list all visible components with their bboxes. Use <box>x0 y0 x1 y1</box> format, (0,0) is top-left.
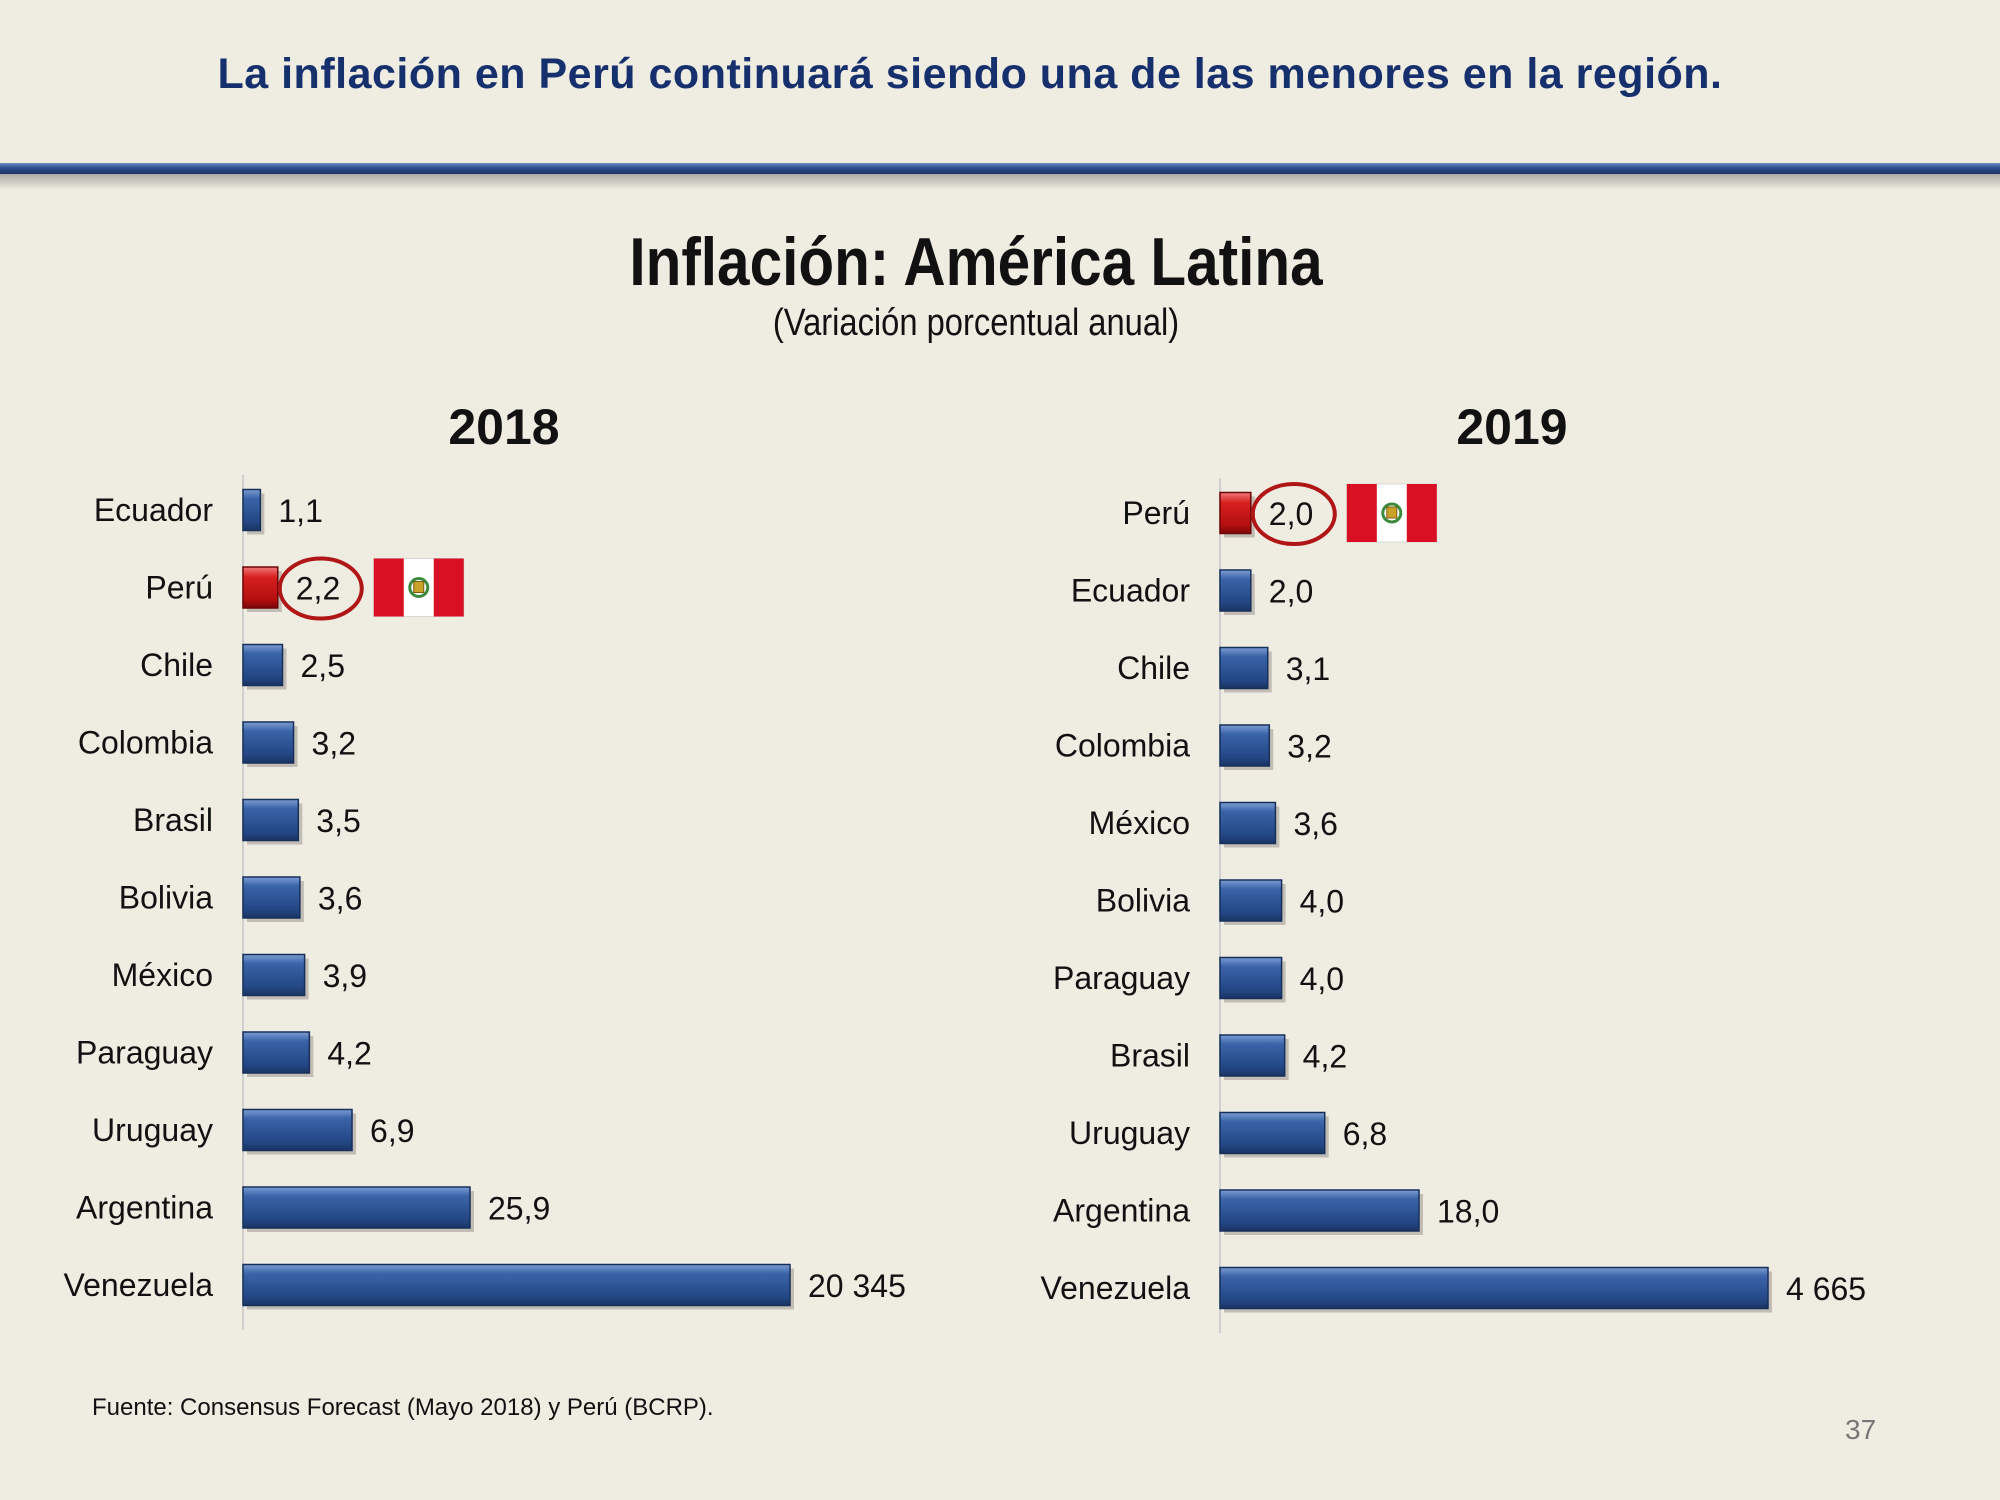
peru-flag-icon <box>373 558 465 617</box>
category-label-mexico: México <box>112 957 213 993</box>
bar-ecuador <box>1219 569 1252 612</box>
bar-peru <box>242 566 279 609</box>
bar-colombia <box>242 721 295 764</box>
highlight-circle <box>1250 482 1337 546</box>
value-label-uruguay: 6,8 <box>1343 1116 1387 1152</box>
bar-paraguay <box>242 1031 311 1074</box>
bar-uruguay <box>1219 1111 1326 1155</box>
header-divider-shadow <box>0 174 2000 190</box>
category-label-bolivia: Bolivia <box>119 880 213 916</box>
bar-colombia <box>1219 724 1271 767</box>
bar-argentina <box>1219 1189 1420 1232</box>
header-divider <box>0 163 2000 174</box>
chart-subtitle: (Variación porcentual anual) <box>772 302 1180 344</box>
category-label-bolivia: Bolivia <box>1096 883 1190 919</box>
value-label-argentina: 18,0 <box>1437 1194 1499 1230</box>
bar-uruguay <box>242 1108 353 1152</box>
value-label-brasil: 3,5 <box>316 803 360 839</box>
page-number: 37 <box>1845 1414 1877 1445</box>
bar-peru <box>1219 491 1252 535</box>
chart-panel-2018: Ecuador 1,1 Perú 2,2 Chile 2,5 Colombia 3,2 Bras… <box>64 475 906 1330</box>
chart-title: Inflación: América Latina <box>629 224 1323 300</box>
value-label-venezuela: 4 665 <box>1786 1271 1866 1307</box>
value-label-uruguay: 6,9 <box>370 1113 414 1149</box>
category-label-brasil: Brasil <box>1110 1038 1190 1074</box>
value-label-peru: 2,2 <box>296 571 340 607</box>
highlight-circle <box>277 556 364 621</box>
category-label-argentina: Argentina <box>76 1190 213 1226</box>
category-label-mexico: México <box>1089 805 1190 841</box>
panel-2018-title: 2018 <box>448 399 560 455</box>
value-label-venezuela: 20 345 <box>808 1268 906 1304</box>
category-label-ecuador: Ecuador <box>94 492 214 528</box>
category-label-peru: Perú <box>1122 495 1190 531</box>
category-label-colombia: Colombia <box>1055 728 1190 764</box>
bar-mexico <box>242 953 306 997</box>
value-label-bolivia: 3,6 <box>318 881 362 917</box>
value-label-brasil: 4,2 <box>1303 1039 1347 1075</box>
bar-chile <box>1219 646 1269 690</box>
value-label-colombia: 3,2 <box>1287 729 1331 765</box>
value-label-paraguay: 4,0 <box>1300 961 1344 997</box>
category-label-chile: Chile <box>1117 650 1190 686</box>
value-label-bolivia: 4,0 <box>1300 884 1344 920</box>
category-label-venezuela: Venezuela <box>64 1267 214 1303</box>
value-label-argentina: 25,9 <box>488 1191 550 1227</box>
bar-brasil <box>242 798 300 842</box>
category-label-paraguay: Paraguay <box>1053 960 1190 996</box>
value-label-mexico: 3,6 <box>1293 806 1337 842</box>
chart-panel-2019: Perú 2,0 Ecuador 2,0 Chile 3,1 Colombia 3,2 Méxi… <box>1041 478 1866 1333</box>
bar-argentina <box>242 1186 471 1229</box>
bar-chile <box>242 643 284 687</box>
category-label-venezuela: Venezuela <box>1041 1270 1191 1306</box>
peru-flag-icon <box>1346 483 1438 543</box>
value-label-ecuador: 1,1 <box>278 493 322 529</box>
category-label-chile: Chile <box>140 647 213 683</box>
bar-brasil <box>1219 1034 1286 1077</box>
bar-paraguay <box>1219 956 1283 1000</box>
value-label-chile: 2,5 <box>301 648 345 684</box>
bar-bolivia <box>1219 879 1283 922</box>
slide-headline: La inflación en Perú continuará siendo u… <box>217 50 1723 98</box>
category-label-argentina: Argentina <box>1053 1193 1190 1229</box>
bar-venezuela <box>1219 1266 1769 1310</box>
source-note: Fuente: Consensus Forecast (Mayo 2018) y… <box>92 1394 714 1421</box>
category-label-ecuador: Ecuador <box>1071 573 1191 609</box>
value-label-chile: 3,1 <box>1286 651 1330 687</box>
value-label-ecuador: 2,0 <box>1269 574 1313 610</box>
category-label-uruguay: Uruguay <box>1069 1115 1190 1151</box>
bar-mexico <box>1219 801 1277 845</box>
value-label-peru: 2,0 <box>1269 496 1313 532</box>
category-label-colombia: Colombia <box>78 725 213 761</box>
panel-2019-title: 2019 <box>1456 399 1568 455</box>
bar-ecuador <box>242 488 262 532</box>
category-label-peru: Perú <box>145 570 213 606</box>
bar-bolivia <box>242 876 301 919</box>
value-label-colombia: 3,2 <box>312 726 356 762</box>
value-label-paraguay: 4,2 <box>327 1036 371 1072</box>
category-label-uruguay: Uruguay <box>92 1112 213 1148</box>
category-label-brasil: Brasil <box>133 802 213 838</box>
bar-venezuela <box>242 1263 791 1307</box>
value-label-mexico: 3,9 <box>323 958 367 994</box>
category-label-paraguay: Paraguay <box>76 1035 213 1071</box>
